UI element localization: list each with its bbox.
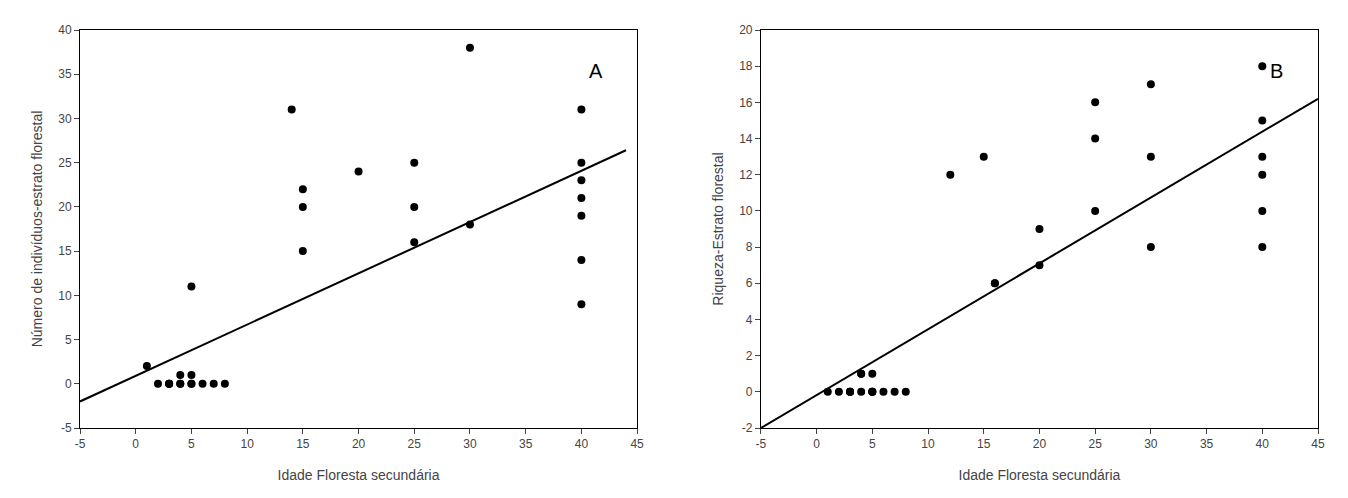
svg-text:2: 2 (746, 349, 753, 363)
svg-text:18: 18 (739, 59, 753, 73)
svg-text:8: 8 (746, 240, 753, 254)
svg-text:10: 10 (921, 437, 935, 451)
svg-text:-5: -5 (61, 421, 72, 435)
svg-text:25: 25 (408, 437, 422, 451)
svg-text:14: 14 (739, 132, 753, 146)
svg-text:30: 30 (58, 112, 72, 126)
svg-text:35: 35 (1200, 437, 1214, 451)
svg-text:0: 0 (746, 385, 753, 399)
svg-text:Número de indivíduos-estrato f: Número de indivíduos-estrato florestal (29, 111, 45, 348)
svg-text:16: 16 (739, 96, 753, 110)
svg-text:10: 10 (240, 437, 254, 451)
svg-text:5: 5 (188, 437, 195, 451)
svg-text:4: 4 (746, 313, 753, 327)
svg-text:20: 20 (1033, 437, 1047, 451)
svg-text:45: 45 (630, 437, 644, 451)
svg-text:45: 45 (1311, 437, 1325, 451)
svg-text:15: 15 (296, 437, 310, 451)
svg-text:-2: -2 (742, 421, 753, 435)
svg-text:12: 12 (739, 168, 753, 182)
svg-text:20: 20 (352, 437, 366, 451)
svg-text:25: 25 (1088, 437, 1102, 451)
svg-text:40: 40 (575, 437, 589, 451)
svg-text:6: 6 (746, 276, 753, 290)
svg-text:Idade Floresta secundária: Idade Floresta secundária (278, 467, 440, 483)
svg-text:Idade Floresta secundária: Idade Floresta secundária (959, 467, 1121, 483)
svg-text:-5: -5 (75, 437, 86, 451)
svg-text:0: 0 (65, 377, 72, 391)
svg-text:0: 0 (813, 437, 820, 451)
svg-text:0: 0 (132, 437, 139, 451)
svg-text:20: 20 (739, 23, 753, 37)
svg-text:10: 10 (58, 289, 72, 303)
svg-text:15: 15 (977, 437, 991, 451)
svg-text:25: 25 (58, 156, 72, 170)
svg-text:5: 5 (65, 333, 72, 347)
svg-text:40: 40 (1256, 437, 1270, 451)
svg-text:B: B (1270, 60, 1283, 82)
svg-text:-5: -5 (756, 437, 767, 451)
svg-text:10: 10 (739, 204, 753, 218)
svg-text:Riqueza-Estrato florestal: Riqueza-Estrato florestal (710, 152, 726, 305)
svg-text:A: A (589, 60, 603, 82)
svg-text:35: 35 (58, 67, 72, 81)
svg-text:40: 40 (58, 23, 72, 37)
svg-text:15: 15 (58, 244, 72, 258)
svg-text:35: 35 (519, 437, 533, 451)
svg-text:20: 20 (58, 200, 72, 214)
svg-text:30: 30 (1144, 437, 1158, 451)
svg-text:30: 30 (463, 437, 477, 451)
svg-text:5: 5 (869, 437, 876, 451)
